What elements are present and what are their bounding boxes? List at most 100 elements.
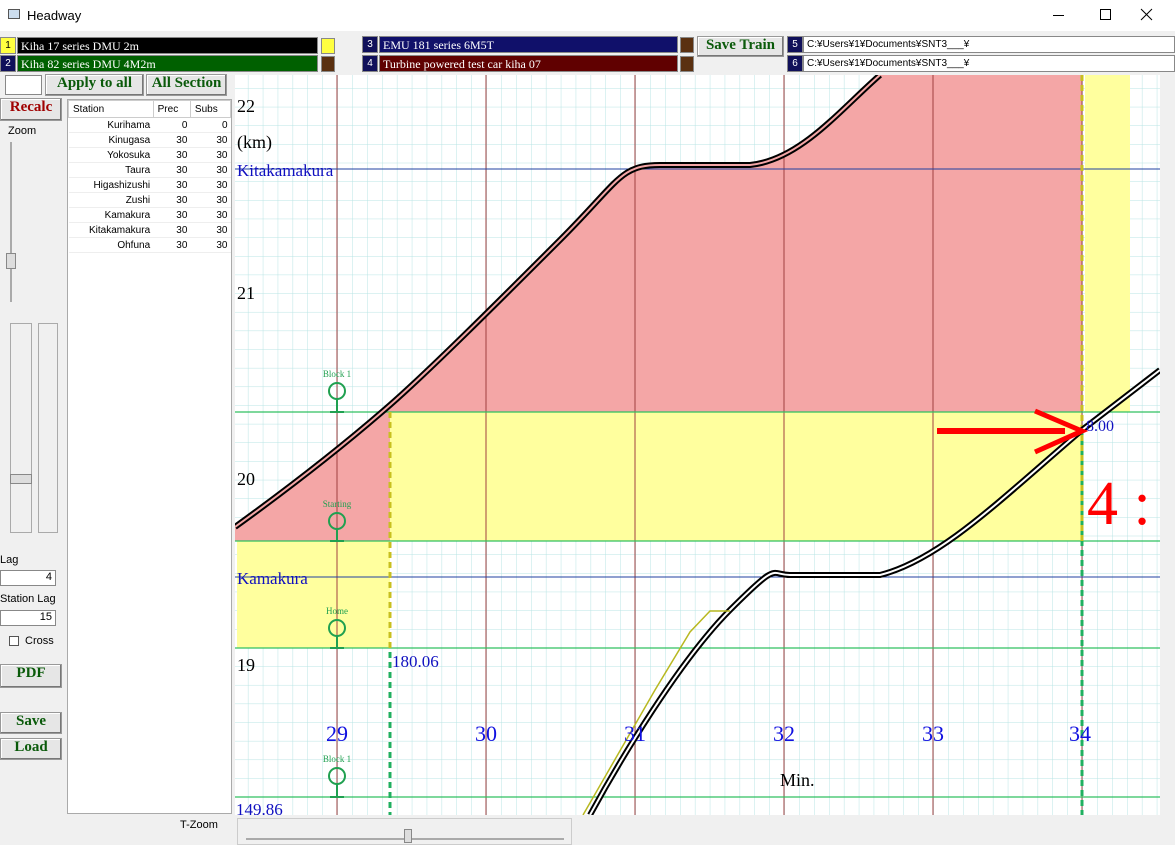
train-number[interactable]: 2 [0,55,16,72]
table-cell: Taura [68,162,154,178]
title-bar: Headway [0,0,1175,31]
table-row: Kurihama 0 0 [68,117,231,133]
table-cell: 30 [153,162,191,178]
x-tick-label: 33 [922,721,944,746]
app-icon [8,9,20,19]
table-row: Kinugasa 30 30 [68,132,231,148]
table-row: Ohfuna 30 30 [68,237,231,253]
y-unit-label: (km) [237,132,272,153]
table-cell: 0 [190,117,231,133]
table-cell: 30 [153,222,191,238]
table-row: Higashizushi 30 30 [68,177,231,193]
zoom-label: Zoom [8,125,37,137]
signal-label: Block 1 [323,754,351,764]
lag-label: Lag [0,554,19,566]
train-color[interactable] [321,56,335,72]
distance-label: 149.86 [236,800,283,815]
train-number[interactable]: 1 [0,37,16,54]
train-number[interactable]: 4 [362,55,378,72]
save-train-button[interactable]: Save Train [697,36,784,57]
file-path[interactable]: C:¥Users¥1¥Documents¥SNT3___¥ [803,55,1175,72]
train-color[interactable] [680,37,694,53]
cross-label: Cross [25,635,54,647]
minimize-button[interactable] [1053,15,1064,16]
table-row: Kamakura 30 30 [68,207,231,223]
maximize-button[interactable] [1100,9,1111,20]
zoom-slider[interactable] [10,142,12,302]
vertical-slider[interactable] [10,323,32,533]
table-cell: 30 [190,162,231,178]
table-cell: 30 [153,132,191,148]
header-row: Station Prec Subs [68,100,232,118]
table-cell: 30 [153,192,191,208]
vertical-slider[interactable] [38,323,58,533]
header-cell: Subs [189,100,232,118]
table-cell: 30 [153,147,191,163]
train-color[interactable] [321,38,335,54]
header-cell: Prec [152,100,191,118]
y-tick-label: 22 [237,96,255,116]
distance-label: 180.06 [392,652,439,671]
table-cell: 30 [190,192,231,208]
signal-label: Block 1 [323,369,351,379]
table-cell: Zushi [68,192,154,208]
all-section-button[interactable]: All Section [146,74,227,96]
value-input[interactable] [5,75,42,95]
apply-to-all-button[interactable]: Apply to all [45,74,144,96]
slider-thumb[interactable] [10,474,32,484]
table-cell: Kinugasa [68,132,154,148]
table-row: Zushi 30 30 [68,192,231,208]
x-tick-label: 29 [326,721,348,746]
x-tick-label: 31 [624,721,646,746]
station-lag-label: Station Lag [0,593,56,605]
station-lag-spinbox[interactable]: 15 [0,610,56,626]
table-cell: Yokosuka [68,147,154,163]
table-row: Yokosuka 30 30 [68,147,231,163]
headway-chart: 22 21 20 19 (km) Min. 29 30 31 32 33 34 Kitakamaku… [235,75,1160,815]
time-label: 8.00 [1086,418,1114,435]
table-cell: 30 [153,207,191,223]
cross-checkbox[interactable] [9,636,19,646]
zoom-thumb[interactable] [6,253,16,269]
load-button[interactable]: Load [0,738,62,760]
table-cell: 30 [153,237,191,253]
table-cell: 30 [190,207,231,223]
y-tick-label: 19 [237,655,255,675]
file-path[interactable]: C:¥Users¥1¥Documents¥SNT3___¥ [803,36,1175,53]
file-number: 6 [787,55,803,72]
train-number[interactable]: 3 [362,36,378,53]
header-cell: Station [68,100,154,118]
signal-label: Home [326,606,348,616]
y-tick-label: 21 [237,283,255,303]
table-cell: Kitakamakura [68,222,154,238]
table-cell: 30 [190,222,231,238]
train-color[interactable] [680,56,694,72]
recalc-button[interactable]: Recalc [0,98,62,121]
lag-spinbox[interactable]: 4 [0,570,56,586]
y-tick-label: 20 [237,469,255,489]
station-label: Kitakamakura [237,161,334,180]
table-cell: Kurihama [68,117,154,133]
train-name[interactable]: EMU 181 series 6M5T [379,36,678,53]
table-cell: 30 [153,177,191,193]
table-cell: 30 [190,147,231,163]
window-title: Headway [27,8,82,23]
signal-label: Starting [323,499,352,509]
pdf-button[interactable]: PDF [0,664,62,688]
x-tick-label: 32 [773,721,795,746]
train-name[interactable]: Kiha 82 series DMU 4M2m [17,55,318,72]
station-table: Station Prec Subs Kurihama 0 0 Kinugasa 30 30 Yok… [67,99,232,814]
table-cell: 30 [190,132,231,148]
train-name[interactable]: Turbine powered test car kiha 07 [379,55,678,72]
train-name[interactable]: Kiha 17 series DMU 2m [17,37,318,54]
table-cell: 30 [190,237,231,253]
x-unit-label: Min. [780,770,815,790]
x-tick-label: 34 [1069,721,1091,746]
close-button[interactable] [1140,8,1153,21]
t-zoom-slider[interactable] [237,818,572,845]
file-number: 5 [787,36,803,53]
save-button[interactable]: Save [0,712,62,734]
table: Station Prec Subs Kurihama 0 0 Kinugasa 30 30 Yok… [68,100,232,253]
table-row: Kitakamakura 30 30 [68,222,231,238]
